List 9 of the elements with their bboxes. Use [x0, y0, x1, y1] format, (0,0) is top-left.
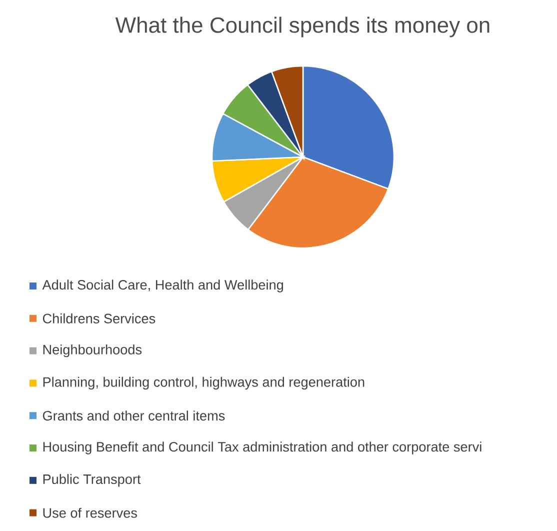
legend-label: Planning, building control, highways and regeneration — [43, 376, 364, 390]
legend-label: Use of reserves — [43, 508, 137, 518]
legend-label: Housing Benefit and Council Tax administration and other corporate servi — [43, 442, 482, 454]
legend-label: Public Transport — [43, 474, 141, 487]
legend-label: Grants and other central items — [42, 410, 225, 421]
chart-title: What the Council spends its money on — [115, 16, 490, 38]
legend-label: Childrens Services — [42, 313, 156, 324]
legend-label: Adult Social Care, Health and Wellbeing — [42, 280, 284, 292]
legend-label: Neighbourhoods — [43, 344, 142, 358]
